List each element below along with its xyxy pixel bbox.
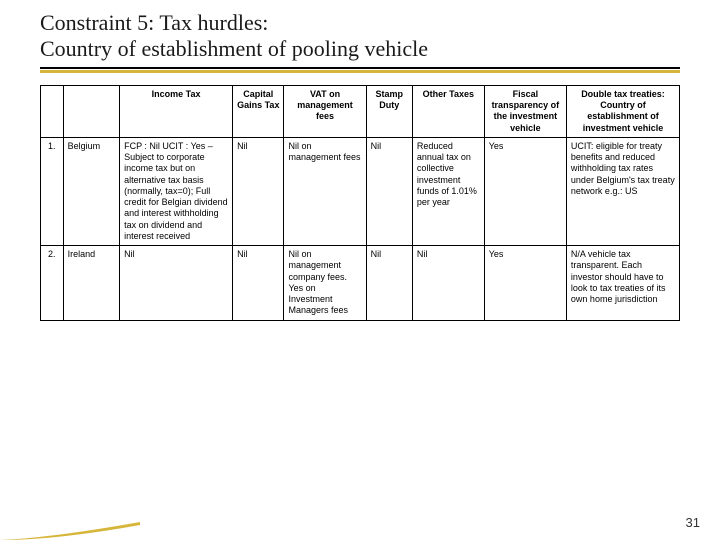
- cell-vat: Nil on management fees: [284, 137, 366, 245]
- cell-income-tax: Nil: [120, 246, 233, 321]
- cell-num: 2.: [41, 246, 64, 321]
- cell-cgt: Nil: [233, 137, 284, 245]
- header-row: Income Tax Capital Gains Tax VAT on mana…: [41, 85, 680, 137]
- col-other: Other Taxes: [412, 85, 484, 137]
- table-head: Income Tax Capital Gains Tax VAT on mana…: [41, 85, 680, 137]
- tax-table: Income Tax Capital Gains Tax VAT on mana…: [40, 85, 680, 321]
- table-container: Income Tax Capital Gains Tax VAT on mana…: [0, 75, 720, 321]
- col-fiscal: Fiscal transparency of the investment ve…: [484, 85, 566, 137]
- col-vat: VAT on management fees: [284, 85, 366, 137]
- gold-swoosh-icon: [0, 516, 140, 540]
- cell-cgt: Nil: [233, 246, 284, 321]
- col-num: [41, 85, 64, 137]
- underline-gold: [40, 70, 680, 73]
- table-body: 1. Belgium FCP : Nil UCIT : Yes – Subjec…: [41, 137, 680, 320]
- title-line-2: Country of establishment of pooling vehi…: [40, 36, 680, 62]
- col-cgt: Capital Gains Tax: [233, 85, 284, 137]
- cell-stamp: Nil: [366, 246, 412, 321]
- title-line-1: Constraint 5: Tax hurdles:: [40, 10, 680, 36]
- cell-country: Ireland: [63, 246, 120, 321]
- cell-fiscal: Yes: [484, 137, 566, 245]
- cell-other: Nil: [412, 246, 484, 321]
- cell-double-tax: UCIT: eligible for treaty benefits and r…: [566, 137, 679, 245]
- col-country: [63, 85, 120, 137]
- col-income-tax: Income Tax: [120, 85, 233, 137]
- title-area: Constraint 5: Tax hurdles: Country of es…: [0, 0, 720, 75]
- cell-stamp: Nil: [366, 137, 412, 245]
- page-number: 31: [686, 515, 700, 530]
- cell-vat: Nil on management company fees. Yes on I…: [284, 246, 366, 321]
- cell-double-tax: N/A vehicle tax transparent. Each invest…: [566, 246, 679, 321]
- title-underline: [40, 67, 680, 75]
- underline-black: [40, 67, 680, 69]
- slide: Constraint 5: Tax hurdles: Country of es…: [0, 0, 720, 540]
- cell-income-tax: FCP : Nil UCIT : Yes – Subject to corpor…: [120, 137, 233, 245]
- cell-country: Belgium: [63, 137, 120, 245]
- cell-other: Reduced annual tax on collective investm…: [412, 137, 484, 245]
- col-double-tax: Double tax treaties: Country of establis…: [566, 85, 679, 137]
- cell-num: 1.: [41, 137, 64, 245]
- col-stamp: Stamp Duty: [366, 85, 412, 137]
- table-row: 2. Ireland Nil Nil Nil on management com…: [41, 246, 680, 321]
- cell-fiscal: Yes: [484, 246, 566, 321]
- table-row: 1. Belgium FCP : Nil UCIT : Yes – Subjec…: [41, 137, 680, 245]
